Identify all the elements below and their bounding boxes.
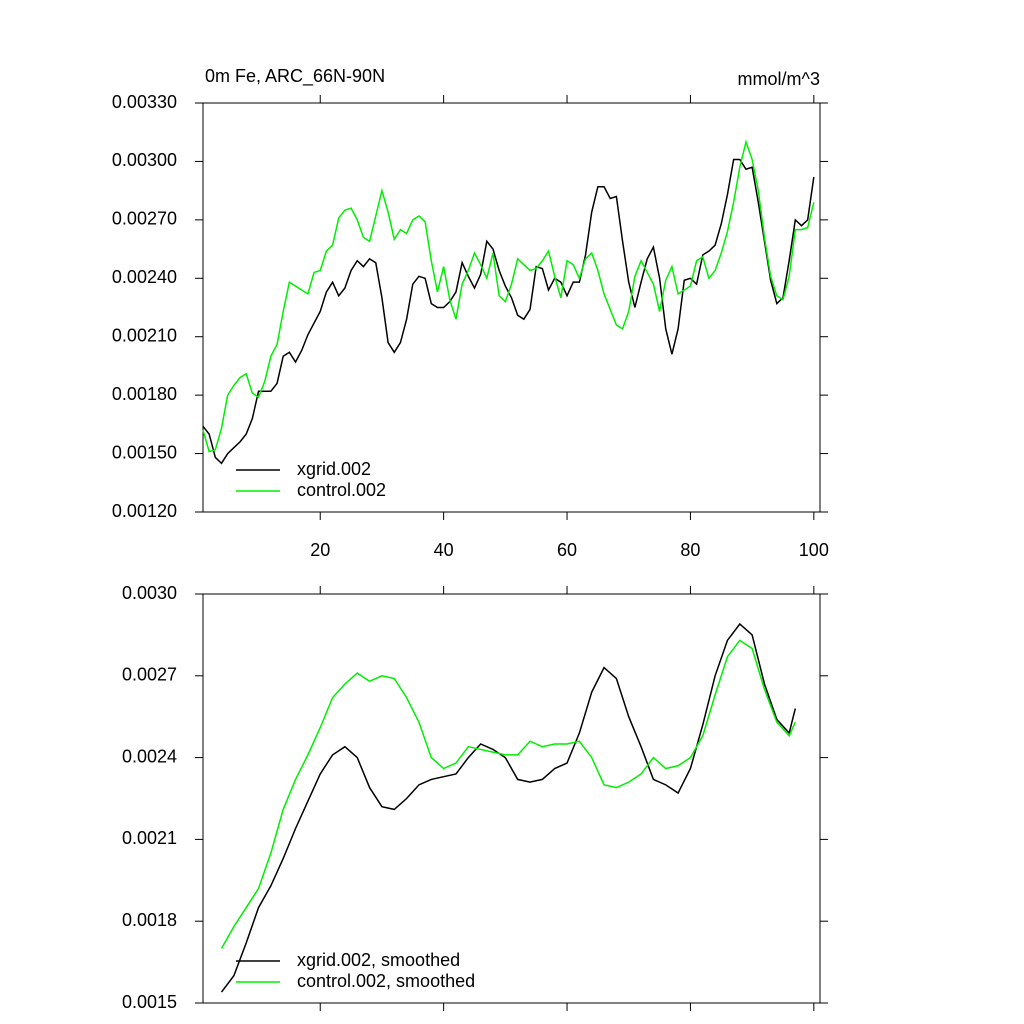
y-tick-label: 0.0021 <box>122 828 177 848</box>
x-tick-label: 80 <box>680 540 700 560</box>
y-tick-label: 0.00210 <box>112 325 177 345</box>
legend-label: control.002, smoothed <box>297 971 475 991</box>
y-tick-label: 0.00120 <box>112 501 177 521</box>
x-tick-label: 20 <box>310 540 330 560</box>
units-label: mmol/m^3 <box>738 69 820 89</box>
y-tick-label: 0.0024 <box>122 746 177 766</box>
x-tick-label: 100 <box>799 540 829 560</box>
y-tick-label: 0.0030 <box>122 583 177 603</box>
y-tick-label: 0.0018 <box>122 910 177 930</box>
x-tick-label: 40 <box>434 540 454 560</box>
series-line <box>202 158 815 465</box>
plot-frame <box>202 593 821 1004</box>
y-tick-label: 0.00330 <box>112 92 177 112</box>
y-tick-label: 0.00300 <box>112 150 177 170</box>
y-tick-label: 0.0015 <box>122 992 177 1012</box>
y-tick-label: 0.0027 <box>122 665 177 685</box>
y-tick-label: 0.00240 <box>112 267 177 287</box>
legend-label: xgrid.002, smoothed <box>297 950 460 970</box>
series-line <box>202 139 815 453</box>
y-tick-label: 0.00150 <box>112 442 177 462</box>
y-tick-label: 0.00180 <box>112 384 177 404</box>
legend-label: control.002 <box>297 480 386 500</box>
x-tick-label: 60 <box>557 540 577 560</box>
series-line <box>220 622 797 993</box>
legend-label: xgrid.002 <box>297 459 371 479</box>
series-line <box>220 639 797 949</box>
plot-frame <box>202 102 821 513</box>
y-tick-label: 0.00270 <box>112 209 177 229</box>
chart-title: 0m Fe, ARC_66N-90N <box>205 66 385 87</box>
